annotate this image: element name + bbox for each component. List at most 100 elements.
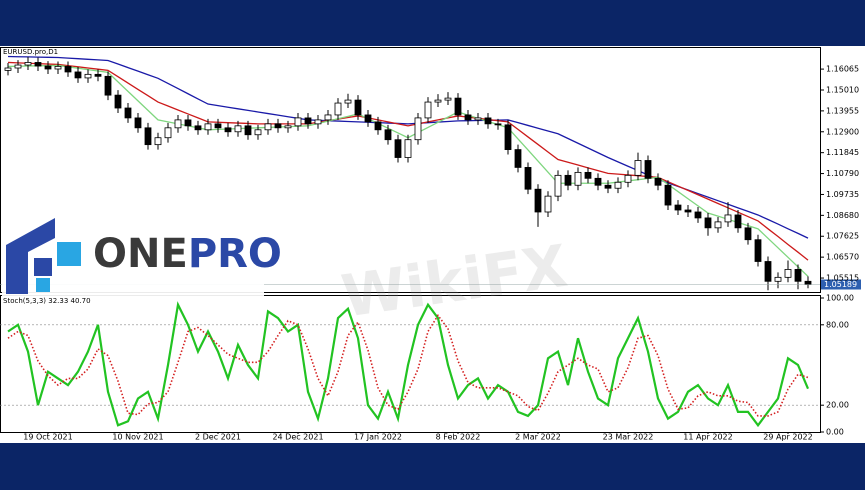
candle-body — [574, 171, 582, 186]
y-tick-label: 1.16065 — [826, 65, 859, 74]
candle-body — [394, 139, 402, 158]
bottom-band — [0, 443, 865, 486]
candle-body — [444, 97, 452, 101]
candle-body — [374, 121, 382, 131]
candle-body — [334, 102, 342, 116]
candle-body — [94, 73, 102, 77]
marks: 1.05189 1.16065 1.15010 1.13955 1.12900 1.118… — [0, 55, 861, 442]
candle-body — [124, 107, 132, 119]
candle-body — [104, 75, 112, 96]
candle-body — [284, 125, 292, 129]
candle-body — [654, 177, 662, 186]
candle-body — [674, 204, 682, 211]
candle-body — [624, 174, 632, 183]
candle-body — [214, 123, 222, 129]
candle-body — [764, 261, 772, 282]
candle-body — [694, 211, 702, 219]
price-pane — [0, 47, 821, 293]
y-tick-label: 100.00 — [826, 294, 854, 303]
y-tick-label: 1.13955 — [826, 106, 859, 115]
x-tick-label: 29 Apr 2022 — [763, 433, 812, 442]
candle-body — [174, 119, 182, 129]
top-band — [0, 0, 865, 46]
logo-square — [36, 278, 50, 292]
y-tick-label: 1.11845 — [826, 148, 859, 157]
candle-body — [434, 99, 442, 103]
candle-body — [684, 209, 692, 213]
candle-body — [344, 99, 352, 104]
candle-body — [554, 174, 562, 197]
y-tick-label: 1.10790 — [826, 169, 859, 178]
candle-body — [324, 114, 332, 121]
candle-body — [534, 188, 542, 213]
candle-body — [634, 160, 642, 176]
candle-body — [144, 127, 152, 146]
last-price-box — [821, 279, 861, 290]
logo-text: ONEPRO — [93, 231, 282, 277]
candle-body — [54, 66, 62, 70]
candle-body — [134, 117, 142, 129]
x-tick-label: 2 Dec 2021 — [195, 433, 241, 442]
y-tick-label: 1.12900 — [826, 127, 859, 136]
candle-body — [204, 123, 212, 131]
candle-body — [74, 71, 82, 79]
candle-body — [84, 73, 92, 79]
candle-body — [754, 239, 762, 262]
candle-body — [704, 217, 712, 229]
y-tick-label: 1.09735 — [826, 190, 859, 199]
stoch-title: Stoch(5,3,3) 32.33 40.70 — [3, 297, 91, 305]
y-tick-label: 1.05515 — [826, 274, 859, 283]
candle-body — [484, 117, 492, 125]
y-tick-label: 1.08680 — [826, 211, 859, 220]
x-tick-label: 23 Mar 2022 — [603, 433, 654, 442]
candle-body — [564, 174, 572, 186]
logo: ONEPRO — [2, 212, 282, 298]
candle-body — [44, 65, 52, 70]
candle-body — [494, 123, 502, 126]
candle-body — [254, 129, 262, 136]
x-tick-label: 10 Nov 2021 — [112, 433, 163, 442]
candle-body — [24, 62, 32, 66]
candle-body — [364, 114, 372, 123]
candle-body — [34, 62, 42, 67]
candle-body — [14, 64, 22, 69]
candle-body — [424, 101, 432, 119]
candle-body — [584, 171, 592, 179]
candle-body — [784, 269, 792, 278]
last-price-label: 1.05189 — [824, 280, 857, 289]
candle-body — [464, 114, 472, 121]
candle-body — [454, 97, 462, 116]
candle-body — [264, 123, 272, 131]
candle-body — [644, 160, 652, 179]
candle-body — [734, 214, 742, 229]
logo-square — [34, 258, 52, 276]
price-title: EURUSD.pro,D1 — [3, 48, 58, 56]
candle-body — [314, 119, 322, 125]
y-tick-label: 80.00 — [826, 320, 849, 329]
candle-body — [64, 66, 72, 73]
y-tick-label: 1.07625 — [826, 232, 859, 241]
candle-body — [234, 125, 242, 133]
candle-body — [414, 117, 422, 141]
candle-body — [794, 269, 802, 282]
candle-body — [474, 117, 482, 121]
candle-body — [164, 127, 172, 139]
x-tick-label: 8 Feb 2022 — [436, 433, 481, 442]
candle-body — [614, 181, 622, 189]
candle-body — [4, 67, 12, 71]
x-tick-label: 2 Mar 2022 — [515, 433, 561, 442]
candle-body — [354, 99, 362, 116]
line — [7, 301, 810, 428]
candle-body — [724, 214, 732, 223]
candle-body — [224, 127, 232, 133]
logo-shape — [6, 218, 55, 294]
candle-body — [244, 125, 252, 136]
stoch-pane — [0, 295, 821, 433]
candle-body — [154, 137, 162, 146]
x-tick-label: 19 Oct 2021 — [23, 433, 72, 442]
y-tick-label: 0.00 — [826, 428, 844, 437]
line — [7, 61, 809, 261]
y-tick-label: 1.06570 — [826, 253, 859, 262]
